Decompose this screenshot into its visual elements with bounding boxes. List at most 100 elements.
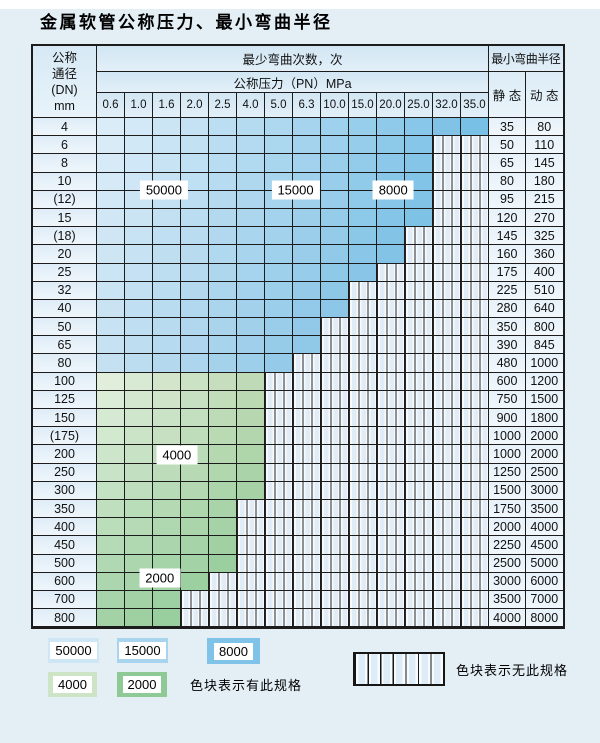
spec-cell [209,318,237,337]
spec-cell [181,208,209,228]
spec-cell [181,463,209,482]
static-value-cell: 1000 [489,427,526,446]
dynamic-value-cell: 180 [526,172,563,191]
static-value-cell: 480 [489,354,526,373]
spec-cell [125,372,153,391]
no-spec-cell [461,390,489,409]
spec-cell [237,136,265,155]
spec-cell [125,481,153,500]
no-spec-cell [237,518,265,537]
static-value-cell: 160 [489,245,526,264]
no-spec-cell [405,390,433,409]
spec-cell [209,263,237,282]
no-spec-cell [433,354,461,373]
dynamic-value-cell: 4000 [526,518,563,537]
spec-cell [181,481,209,500]
dn-cell: 8 [33,154,97,173]
no-spec-cell [461,499,489,519]
no-spec-cell [377,409,405,428]
no-spec-cell [461,572,489,591]
spec-cell [153,463,181,482]
spec-cell [209,445,237,464]
dynamic-value-cell: 2000 [526,427,563,446]
dn-cell: 500 [33,554,97,573]
legend-swatch-value: 4000 [53,676,92,693]
no-spec-cell [405,463,433,482]
spec-cell [97,409,125,428]
no-spec-cell [293,572,321,591]
no-spec-cell [293,445,321,464]
spec-cell [153,409,181,428]
no-spec-cell [433,463,461,482]
spec-cell [153,536,181,555]
dn-cell: 150 [33,409,97,428]
no-spec-cell [293,518,321,537]
zone-count-label: 50000 [139,180,188,200]
spec-cell [97,427,125,446]
spec-cell [349,154,377,173]
no-spec-cell [405,554,433,573]
spec-cell [97,354,125,373]
spec-cell [97,299,125,319]
dn-cell: 20 [33,245,97,264]
no-spec-cell [321,390,349,409]
no-spec-cell [461,190,489,209]
spec-cell [293,245,321,264]
pressure-value-cell: 35.0 [461,93,489,118]
spec-cell [321,136,349,155]
no-spec-cell [433,390,461,409]
no-spec-cell [181,590,209,610]
spec-cell [237,208,265,228]
spec-cell [181,136,209,155]
spec-cell [97,445,125,464]
spec-cell [321,299,349,319]
spec-cell [97,590,125,610]
pressure-value-cell: 10.0 [321,93,349,118]
no-spec-cell [433,227,461,246]
no-spec-cell [209,590,237,610]
dynamic-value-cell: 845 [526,336,563,355]
spec-cell [97,390,125,409]
spec-cell [237,299,265,319]
spec-cell [209,190,237,209]
dynamic-value-cell: 2000 [526,445,563,464]
pressure-value-cell: 0.6 [97,93,125,118]
static-value-cell: 80 [489,172,526,191]
no-spec-cell [265,536,293,555]
dynamic-value-cell: 270 [526,208,563,228]
no-spec-cell [293,390,321,409]
no-spec-cell [321,336,349,355]
no-spec-cell [321,572,349,591]
spec-cell [153,208,181,228]
spec-cell [209,354,237,373]
spec-cell [125,518,153,537]
dn-cell: 700 [33,590,97,610]
static-value-cell: 350 [489,318,526,337]
spec-cell [209,208,237,228]
spec-cell [125,609,153,628]
no-spec-cell [461,354,489,373]
spec-cell [181,409,209,428]
spec-cell [181,245,209,264]
spec-cell [237,190,265,209]
spec-cell [181,499,209,519]
no-spec-cell [349,445,377,464]
spec-cell [237,427,265,446]
spec-cell [377,208,405,228]
no-spec-cell [377,463,405,482]
no-spec-cell [433,518,461,537]
spec-cell [209,390,237,409]
no-spec-cell [433,208,461,228]
no-spec-cell [237,499,265,519]
spec-cell [125,427,153,446]
static-value-cell: 65 [489,154,526,173]
no-spec-cell [461,336,489,355]
no-spec-cell [293,427,321,446]
no-spec-cell [461,299,489,319]
spec-cell [293,318,321,337]
no-spec-cell [405,609,433,628]
no-spec-cell [377,354,405,373]
no-spec-cell [321,427,349,446]
static-value-cell: 4000 [489,609,526,628]
no-spec-cell [461,536,489,555]
